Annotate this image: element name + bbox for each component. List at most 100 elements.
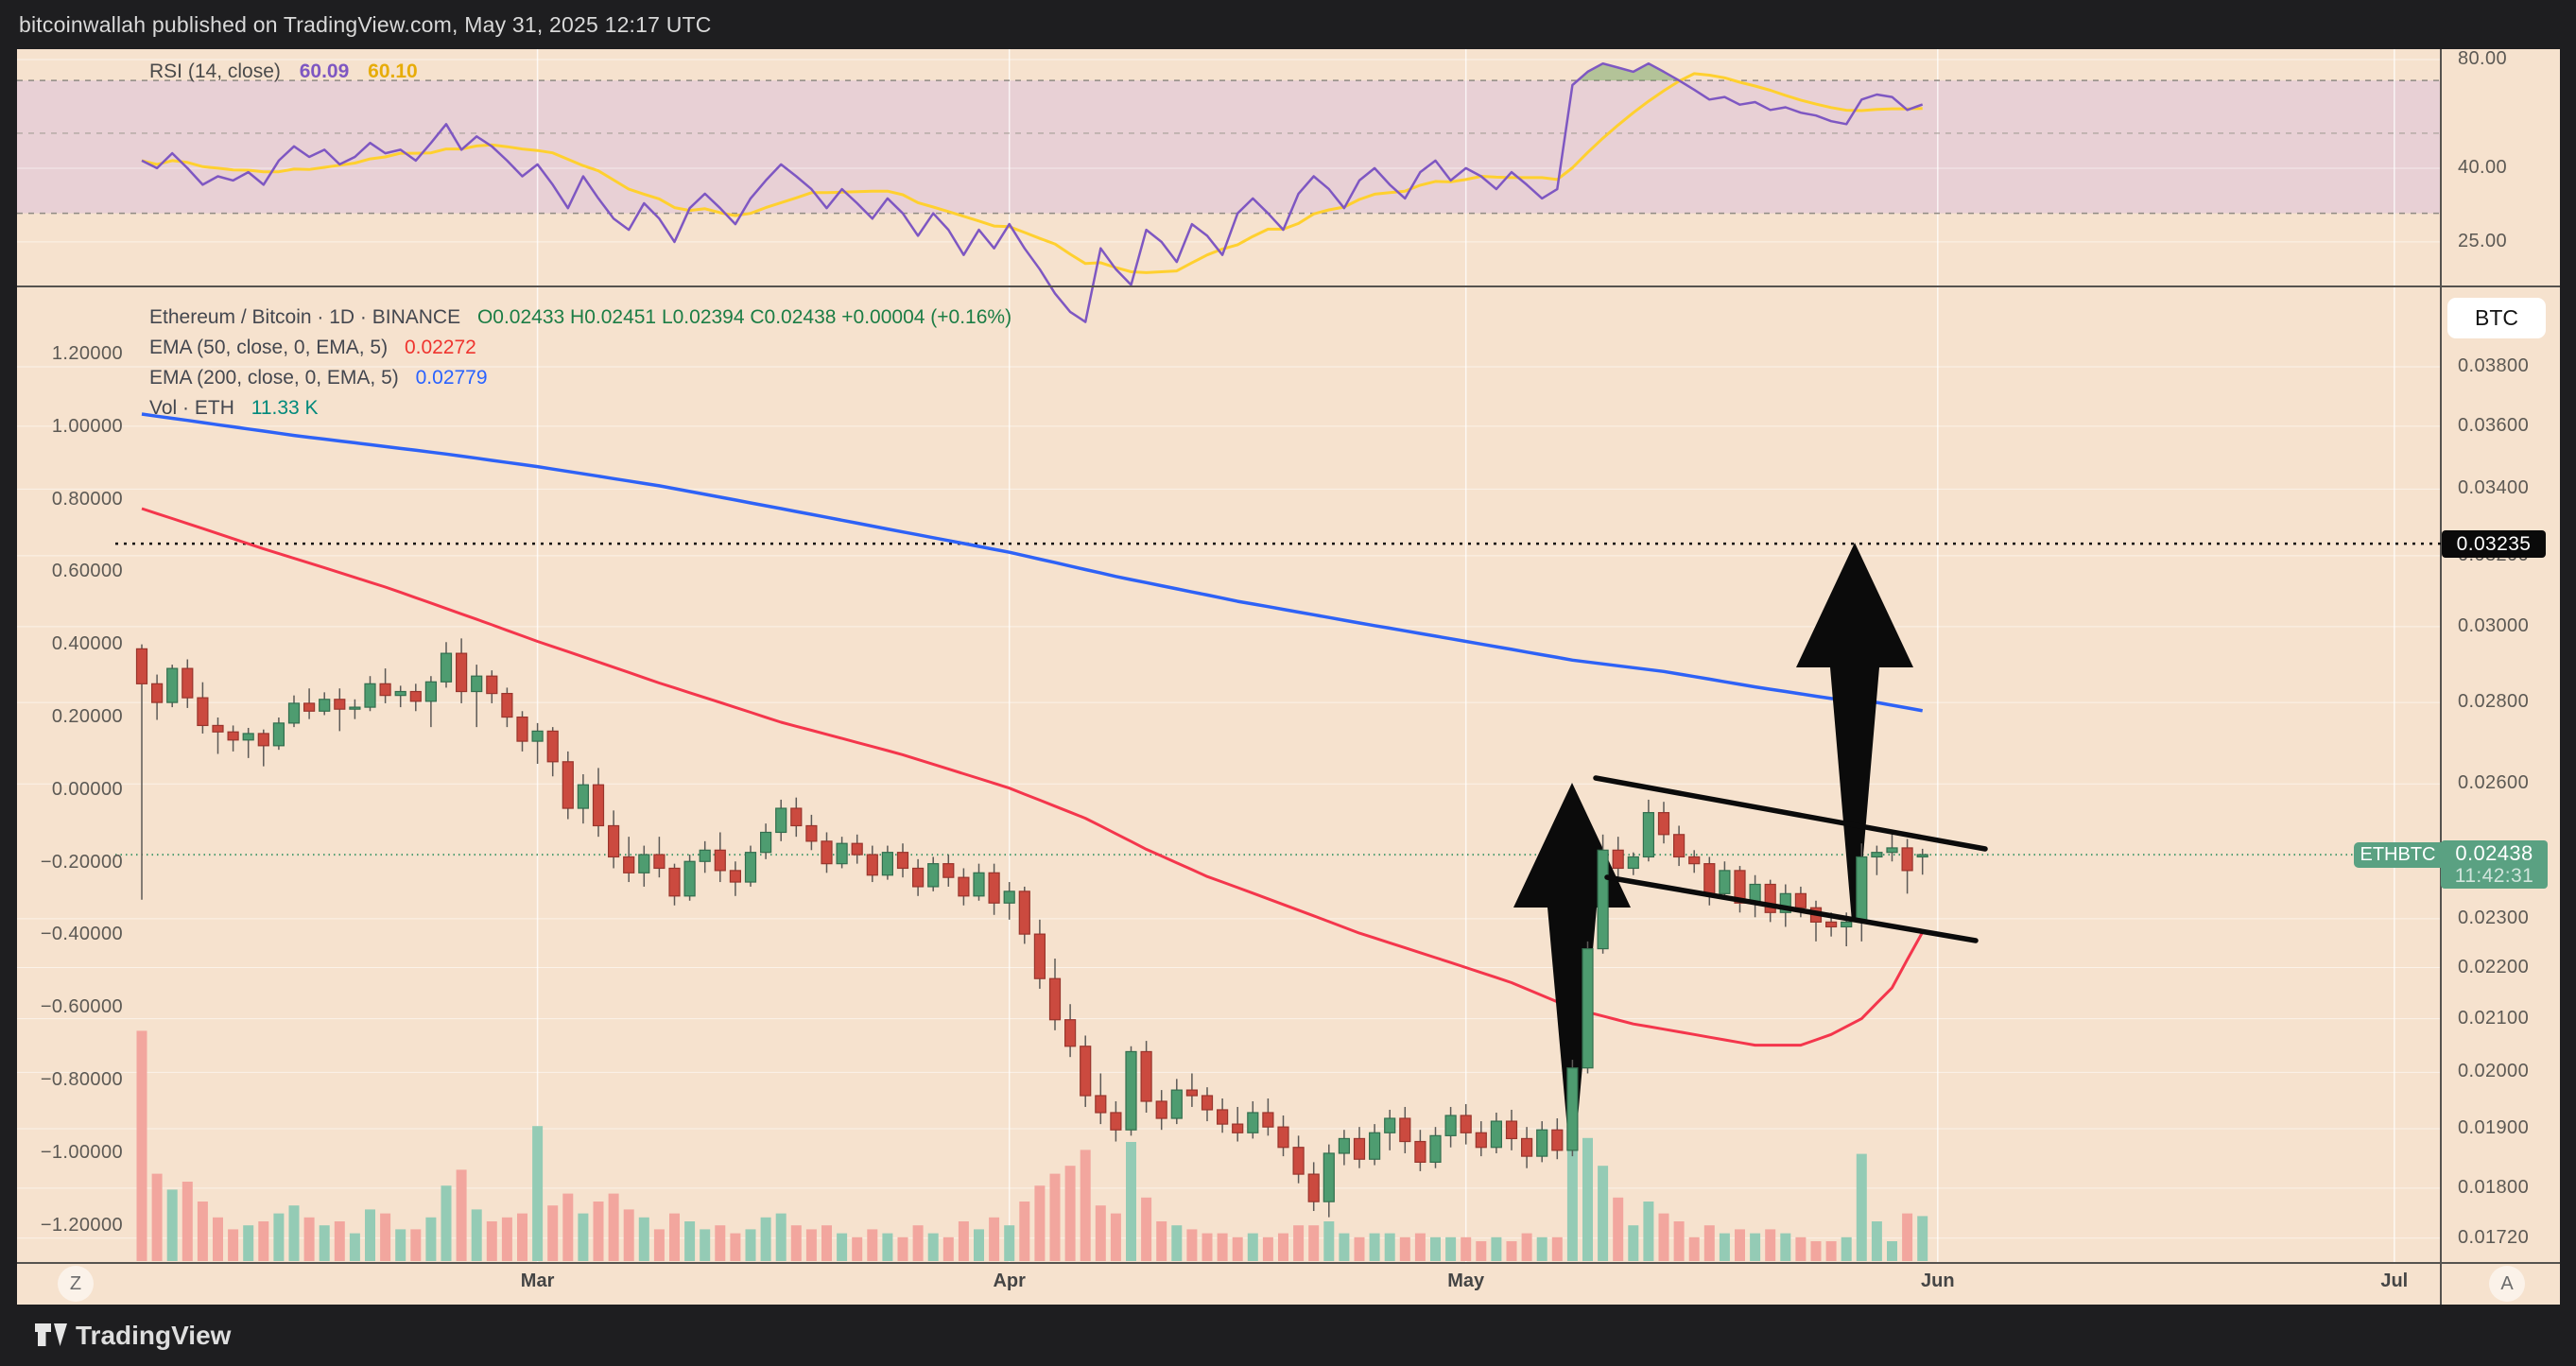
candle-body [1460,1115,1472,1133]
rsi-ma-line [141,72,1923,274]
chart-plot[interactable] [17,49,2560,1305]
volume-bar [1034,1185,1046,1261]
zoom-out-button[interactable]: Z [58,1266,94,1302]
volume-bar [1156,1221,1167,1261]
volume-bar [700,1229,711,1261]
candle-body [1201,1095,1214,1111]
volume-bar [882,1233,893,1261]
candle-body [973,872,985,897]
candle-body [1232,1123,1244,1133]
candle-body [349,706,361,710]
volume-bar [136,1030,147,1261]
candle-body [1794,892,1807,908]
currency-unit-button[interactable]: BTC [2447,298,2546,338]
volume-bar [1628,1225,1639,1261]
volume-bar [623,1209,634,1261]
volume-bar [821,1225,832,1261]
volume-bar [166,1189,178,1261]
price-axis-tick: 0.02200 [2458,956,2530,977]
volume-bar [1186,1229,1198,1261]
volume-bar [258,1221,269,1261]
candle-body [1185,1089,1199,1097]
price-axis-tick: 0.02300 [2458,907,2530,928]
candle-body [257,733,269,747]
candle-body [1475,1132,1487,1149]
volume-bar [288,1205,300,1261]
candle-body [1323,1152,1335,1202]
candle-body [1672,834,1686,858]
volume-value: 11.33 K [251,397,319,419]
time-axis-label: Apr [993,1271,1026,1291]
volume-bar [471,1209,482,1261]
price-axis-tick: 0.01800 [2458,1176,2530,1198]
volume-bar [669,1213,680,1261]
candle-body [759,831,772,854]
volume-bar [517,1213,527,1261]
volume-bar [1339,1233,1350,1261]
volume-bar [213,1217,223,1261]
rsi-value: 60.09 [299,61,350,82]
rsi-legend: RSI (14, close) 60.09 60.10 [149,61,418,83]
candle-body [1719,870,1731,894]
volume-bar [1202,1233,1213,1261]
candle-body [896,852,909,870]
volume-bar [1110,1213,1121,1261]
volume-bar [1810,1241,1822,1261]
candle-body [135,648,148,684]
left-axis-tick: 1.20000 [51,343,123,364]
volume-bar [684,1221,696,1261]
auto-scale-button[interactable]: A [2489,1266,2525,1302]
candle-body [577,784,590,809]
candle-body [942,863,955,878]
candle-body [1003,890,1015,904]
volume-bar [730,1233,741,1261]
publish-caption: bitcoinwallah published on TradingView.c… [19,12,712,37]
volume-bar [1825,1241,1837,1261]
candle-body [1384,1117,1396,1133]
bar-countdown: 11:42:31 [2454,865,2534,888]
candle-body [394,690,406,697]
candle-body [182,667,194,699]
left-axis-tick: −0.40000 [40,924,123,945]
volume-bar [1795,1236,1807,1261]
volume-label: Vol · ETH [149,397,234,419]
volume-bar [1871,1221,1882,1261]
volume-bar [365,1209,375,1261]
candle-body [1520,1137,1533,1157]
candle-body [1551,1129,1564,1151]
candle-body [851,842,863,856]
candle-body [1444,1115,1457,1136]
candle-body [486,675,498,695]
ema50-line [141,507,1925,1047]
volume-bar [1613,1197,1624,1261]
last-price-value: 0.02438 [2455,841,2533,866]
candle-body [683,860,696,897]
candle-body [364,683,376,708]
candle-body [1307,1173,1320,1202]
left-axis-tick: −1.00000 [40,1141,123,1163]
volume-bar [1598,1166,1609,1261]
volume-bar [1688,1236,1700,1261]
symbol-legend: Ethereum / Bitcoin · 1D · BINANCE O0.024… [149,303,1011,424]
volume-bar [867,1229,878,1261]
candle-body [501,692,513,718]
candle-body [1338,1137,1351,1154]
candle-body [699,849,711,862]
candle-body [911,867,925,888]
left-axis-tick: −0.20000 [40,851,123,873]
volume-bar [1536,1236,1547,1261]
ohlc-values: O0.02433 H0.02451 L0.02394 C0.02438 +0.0… [476,306,1012,328]
ema200-line [141,412,1924,713]
candle-body [197,697,209,727]
candle-body [836,842,848,865]
up-arrow-drawing [1796,543,1913,922]
candle-body [1886,847,1898,854]
price-axis-tick: 0.02600 [2458,772,2530,794]
rsi-axis-tick: 80.00 [2458,48,2508,69]
rsi-line [141,61,1924,323]
candle-body [1597,849,1609,950]
volume-bar [912,1225,924,1261]
volume-bar [1019,1202,1030,1261]
volume-bar [1735,1229,1745,1261]
candle-body [212,724,224,733]
